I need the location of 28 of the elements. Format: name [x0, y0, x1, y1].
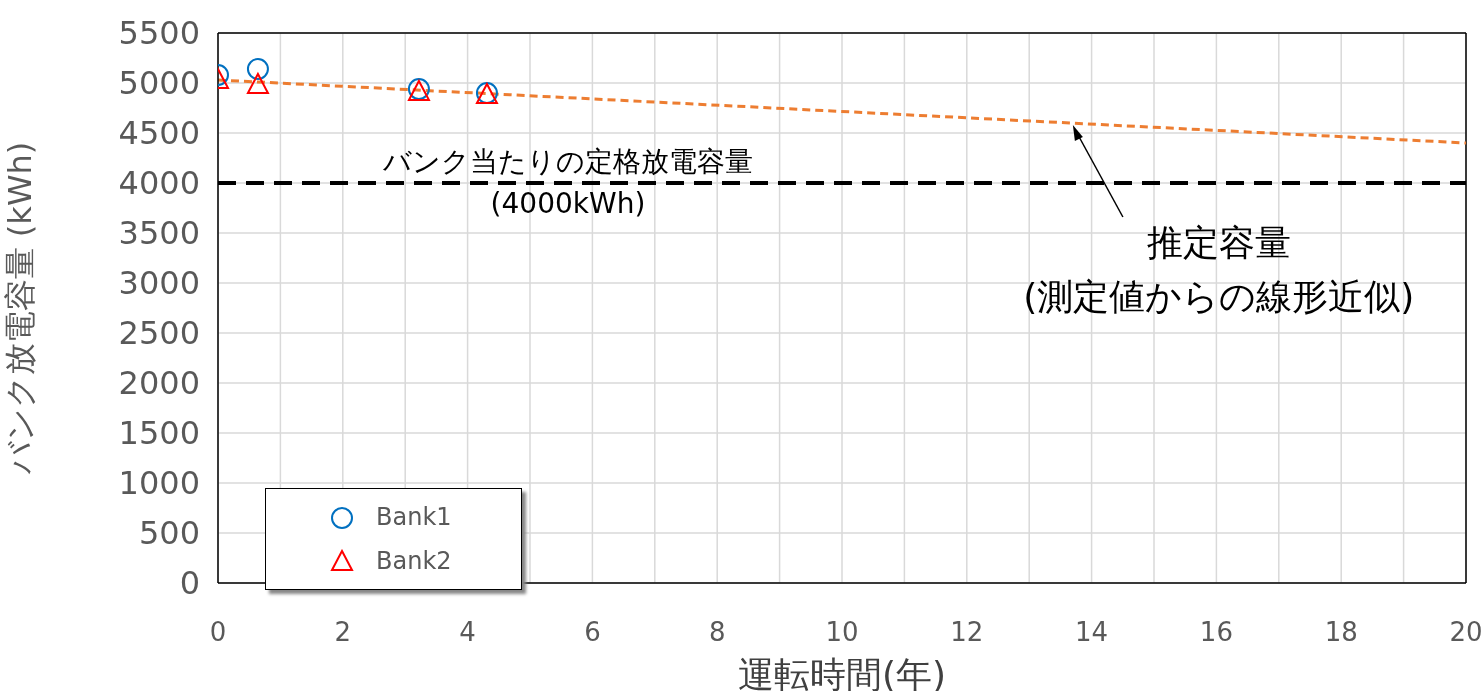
x-tick-label: 0	[209, 617, 227, 648]
x-tick-label: 8	[708, 617, 726, 648]
y-tick-label: 5000	[118, 64, 200, 103]
y-tick-label: 5500	[118, 14, 200, 53]
x-tick-label: 18	[1324, 617, 1358, 648]
x-tick-label: 14	[1075, 617, 1109, 648]
y-tick-label: 0	[179, 564, 200, 603]
legend-label: Bank1	[376, 502, 452, 533]
y-tick-label: 2500	[118, 314, 200, 353]
y-tick-label: 1000	[118, 464, 200, 503]
x-tick-label: 16	[1199, 617, 1233, 648]
legend-label: Bank2	[376, 546, 452, 577]
x-tick-label: 20	[1449, 617, 1483, 648]
annotation: 推定容量 (測定値からの線形近似)	[1023, 222, 1415, 317]
y-tick-label: 2000	[118, 364, 200, 403]
y-tick-label: 3000	[118, 264, 200, 303]
y-tick-label: 3500	[118, 214, 200, 253]
y-tick-label: 500	[138, 514, 200, 553]
y-tick-label: 1500	[118, 414, 200, 453]
x-tick-label: 10	[825, 617, 859, 648]
y-axis-title: バンク放電容量 (kWh)	[1, 141, 40, 476]
x-tick-label: 4	[459, 617, 476, 648]
x-tick-label: 12	[950, 617, 984, 648]
y-tick-label: 4500	[118, 114, 200, 153]
x-tick-label: 6	[584, 617, 601, 648]
x-tick-label: 2	[334, 617, 352, 648]
y-tick-label: 4000	[118, 164, 200, 203]
ref-line-label: バンク当たりの定格放電容量 (4000kWh)	[382, 145, 753, 220]
